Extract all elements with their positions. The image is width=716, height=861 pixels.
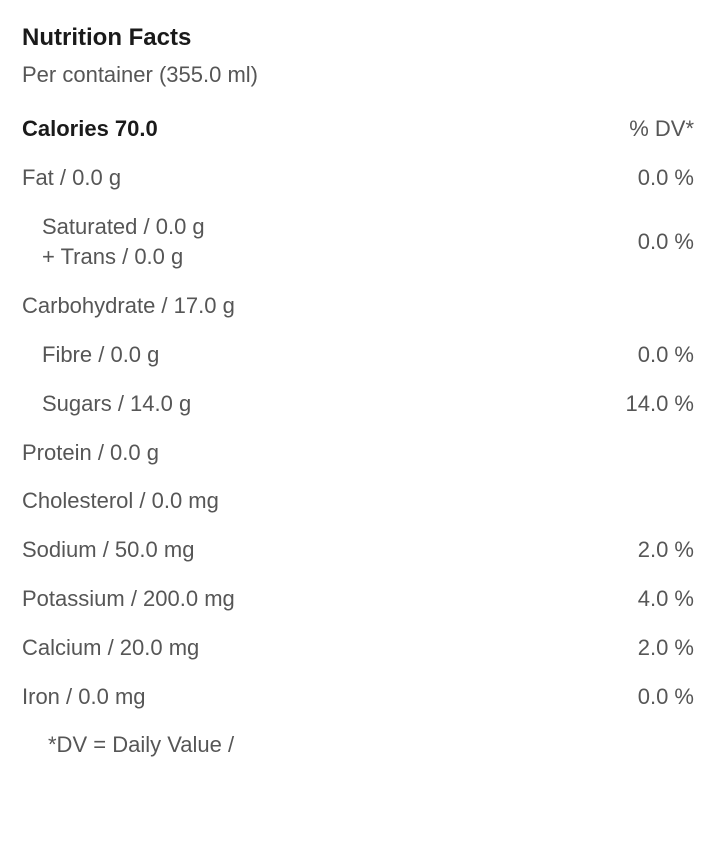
nutrient-dv: 0.0 % [626, 227, 694, 258]
nutrient-dv: 2.0 % [626, 633, 694, 664]
nutrient-label: Iron / 0.0 mg [22, 682, 626, 713]
dv-header: % DV* [617, 114, 694, 145]
nutrient-dv: 0.0 % [626, 340, 694, 371]
nutrient-dv: 0.0 % [626, 682, 694, 713]
row-iron: Iron / 0.0 mg 0.0 % [22, 682, 694, 713]
calories-label: Calories 70.0 [22, 114, 617, 145]
nutrient-label: Fat / 0.0 g [22, 163, 626, 194]
nutrient-label: Sugars / 14.0 g [22, 389, 614, 420]
row-sodium: Sodium / 50.0 mg 2.0 % [22, 535, 694, 566]
row-carbohydrate: Carbohydrate / 17.0 g [22, 291, 694, 322]
nutrient-label: Sodium / 50.0 mg [22, 535, 626, 566]
dv-footnote: *DV = Daily Value / [22, 730, 694, 761]
nutrient-dv: 14.0 % [614, 389, 695, 420]
nutrition-facts-panel: Nutrition Facts Per container (355.0 ml)… [0, 0, 716, 785]
nutrient-label: Saturated / 0.0 g [22, 212, 626, 243]
nutrient-dv: 0.0 % [626, 163, 694, 194]
nutrient-label: Protein / 0.0 g [22, 438, 694, 469]
row-fibre: Fibre / 0.0 g 0.0 % [22, 340, 694, 371]
row-potassium: Potassium / 200.0 mg 4.0 % [22, 584, 694, 615]
nutrient-label: Fibre / 0.0 g [22, 340, 626, 371]
row-footnote: *DV = Daily Value / [22, 730, 694, 761]
nutrient-label: Potassium / 200.0 mg [22, 584, 626, 615]
nutrient-label: + Trans / 0.0 g [22, 242, 626, 273]
nutrient-table: Calories 70.0 % DV* Fat / 0.0 g 0.0 % Sa… [22, 114, 694, 761]
row-cholesterol: Cholesterol / 0.0 mg [22, 486, 694, 517]
row-saturated-trans: Saturated / 0.0 g + Trans / 0.0 g 0.0 % [22, 212, 694, 274]
nutrient-label: Cholesterol / 0.0 mg [22, 486, 694, 517]
row-sugars: Sugars / 14.0 g 14.0 % [22, 389, 694, 420]
serving-size: Per container (355.0 ml) [22, 62, 694, 88]
row-protein: Protein / 0.0 g [22, 438, 694, 469]
panel-title: Nutrition Facts [22, 24, 694, 52]
nutrient-dv: 2.0 % [626, 535, 694, 566]
nutrient-label: Calcium / 20.0 mg [22, 633, 626, 664]
row-fat: Fat / 0.0 g 0.0 % [22, 163, 694, 194]
nutrient-dv: 4.0 % [626, 584, 694, 615]
row-calcium: Calcium / 20.0 mg 2.0 % [22, 633, 694, 664]
calories-row: Calories 70.0 % DV* [22, 114, 694, 145]
nutrient-label: Carbohydrate / 17.0 g [22, 291, 694, 322]
